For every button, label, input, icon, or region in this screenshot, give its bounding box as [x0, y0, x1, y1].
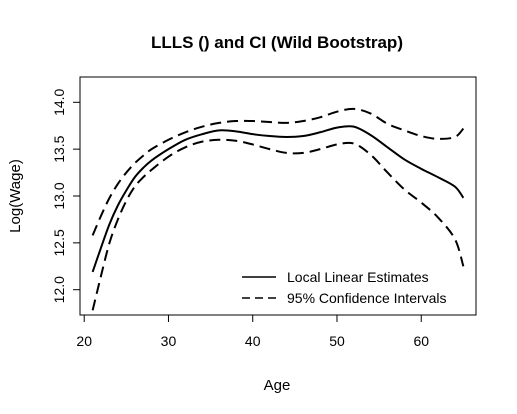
- y-tick-label: 12.5: [51, 229, 67, 256]
- y-axis: 12.0 12.5 13.0 13.5 14.0: [51, 88, 81, 303]
- series-line-ci-lower: [91, 138, 465, 311]
- x-tick-label: 20: [76, 333, 92, 349]
- y-tick-label: 14.0: [51, 88, 67, 115]
- series-group: [91, 107, 465, 311]
- x-tick-label: 60: [413, 333, 429, 349]
- y-tick-label: 13.0: [51, 182, 67, 209]
- x-tick-label: 40: [245, 333, 261, 349]
- legend-label-estimates: Local Linear Estimates: [287, 269, 429, 285]
- legend: Local Linear Estimates 95% Confidence In…: [242, 269, 447, 306]
- y-tick-label: 13.5: [51, 135, 67, 162]
- chart-title: LLLS () and CI (Wild Bootstrap): [151, 33, 403, 52]
- y-axis-label: Log(Wage): [7, 159, 24, 233]
- x-tick-label: 30: [161, 333, 177, 349]
- series-line-estimate: [91, 125, 465, 273]
- y-tick-label: 12.0: [51, 276, 67, 303]
- legend-label-ci: 95% Confidence Intervals: [287, 290, 447, 306]
- x-tick-label: 50: [329, 333, 345, 349]
- x-axis-label: Age: [264, 377, 291, 394]
- x-axis: 20 30 40 50 60: [76, 314, 429, 349]
- series-line-ci-upper: [91, 107, 465, 236]
